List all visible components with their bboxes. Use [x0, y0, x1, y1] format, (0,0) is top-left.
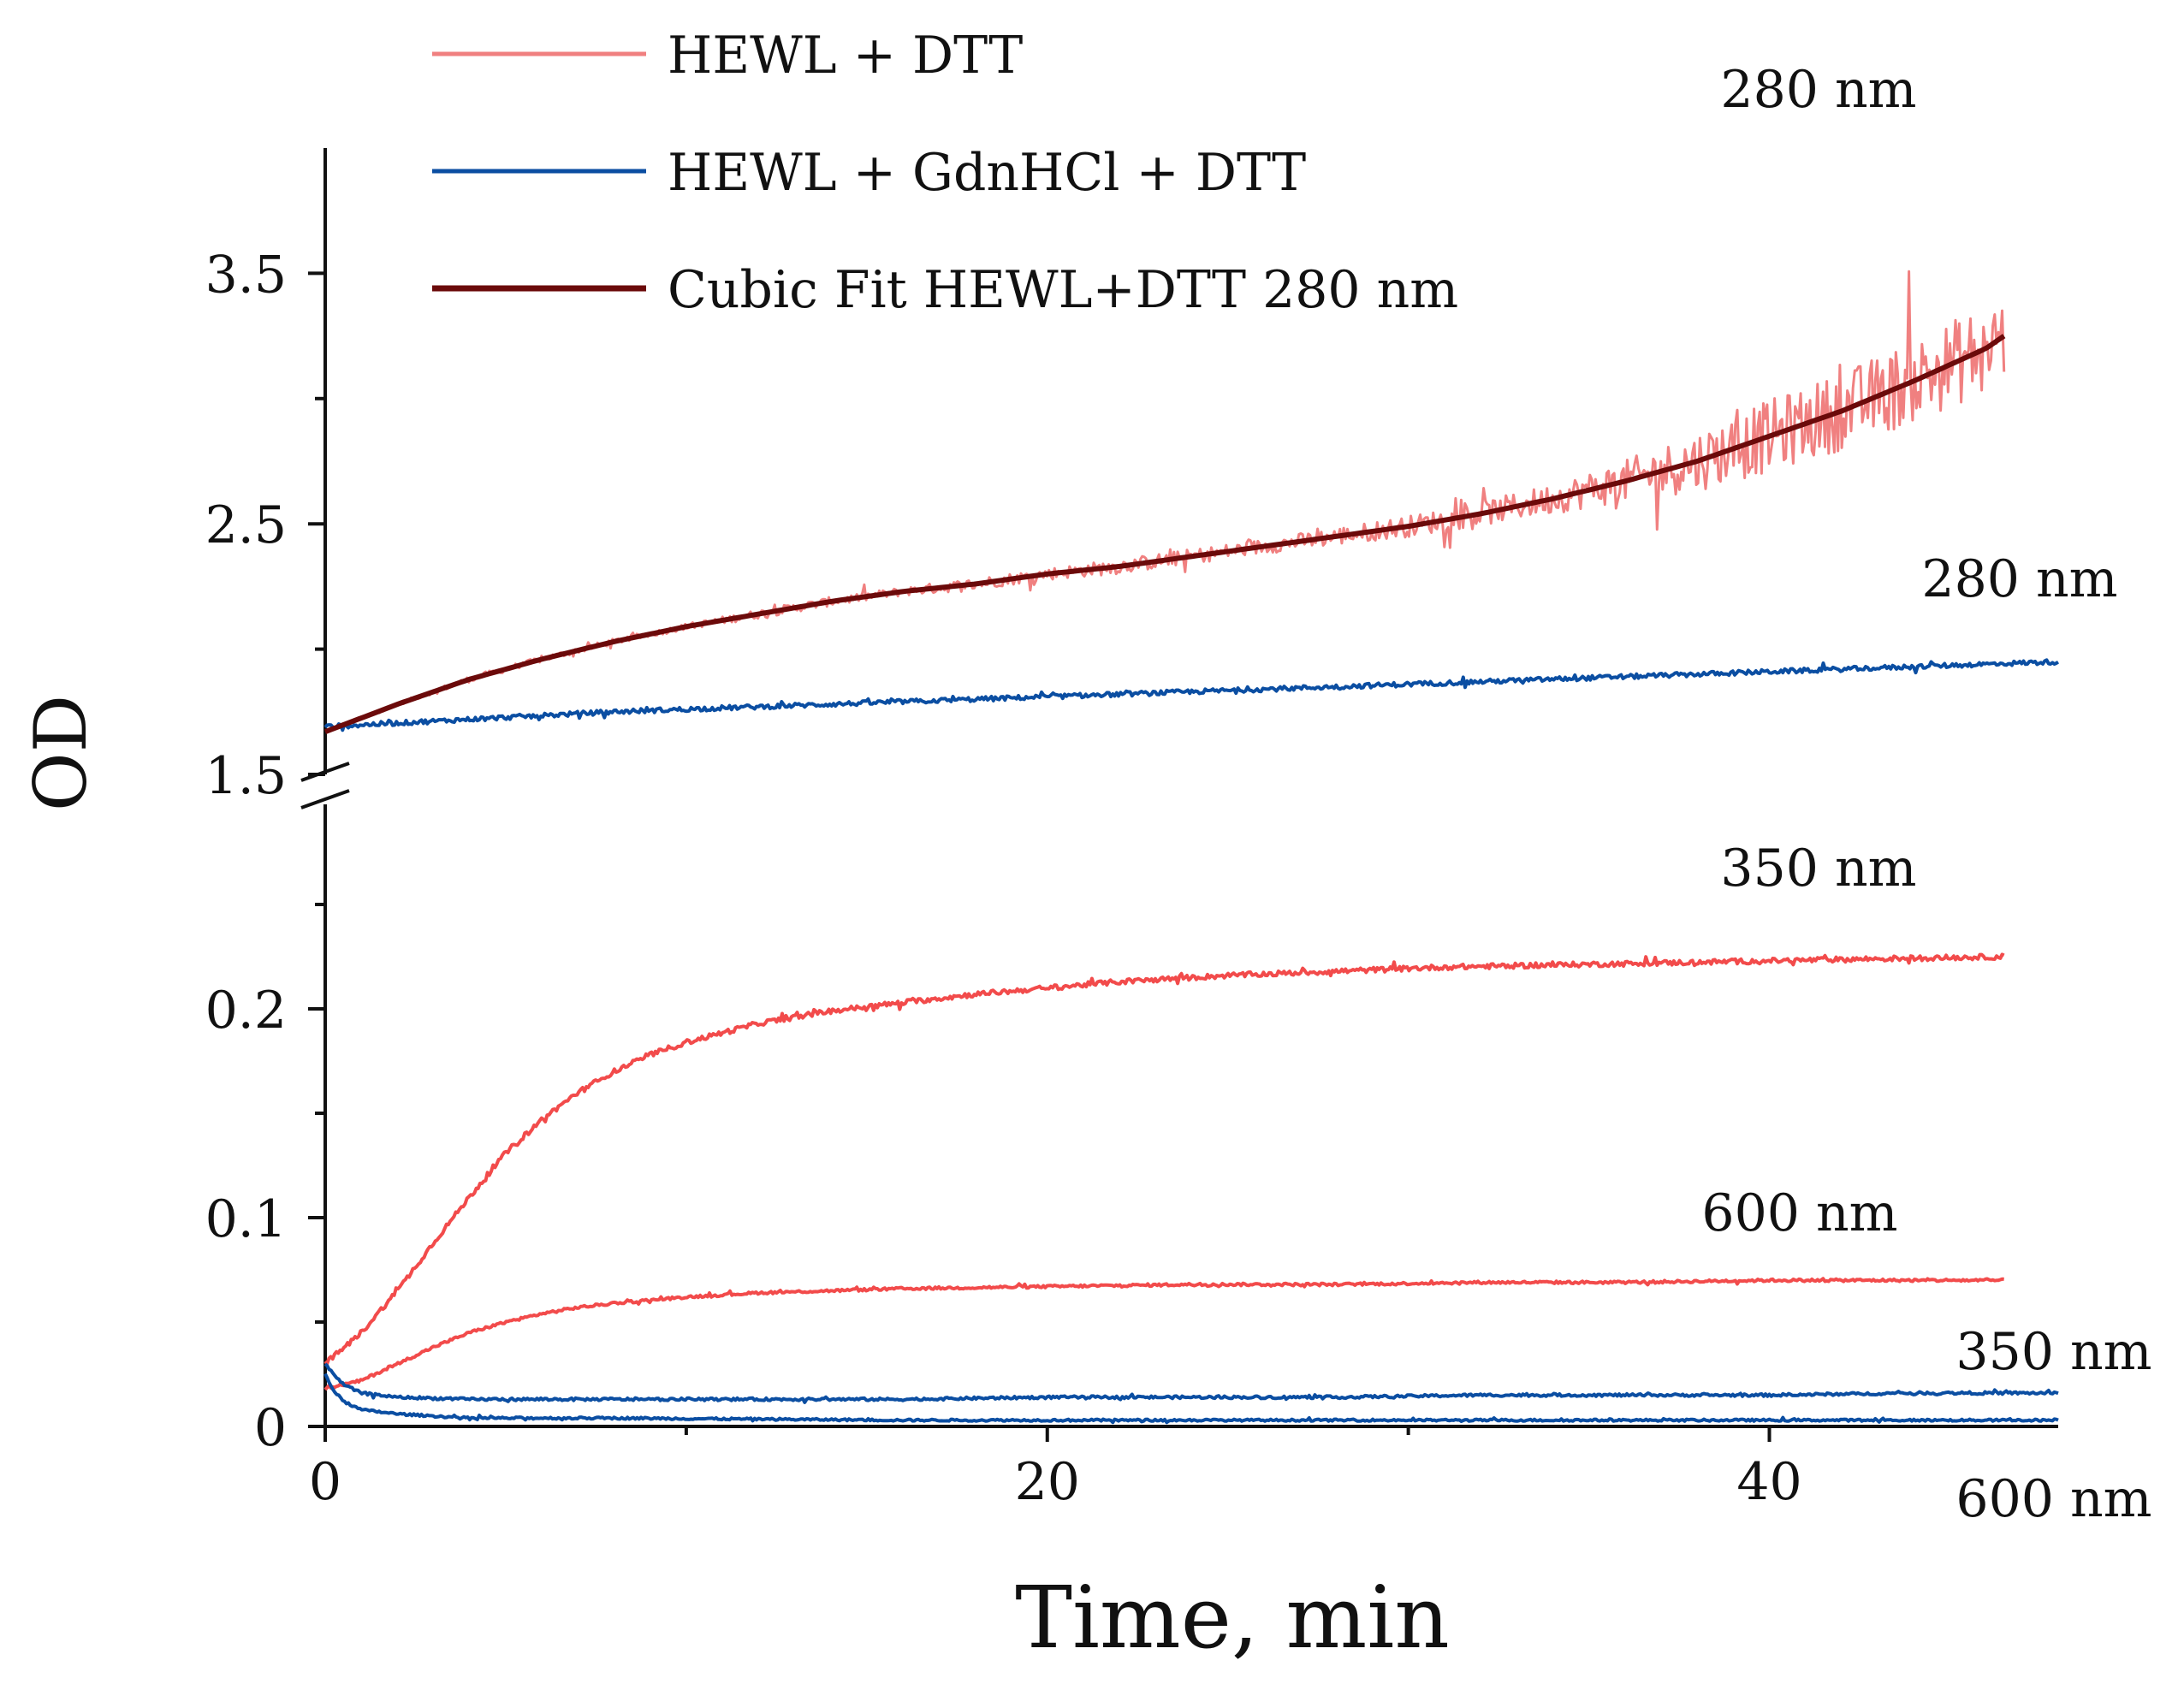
legend-label-cubic-fit: Cubic Fit HEWL+DTT 280 nm	[668, 260, 1458, 320]
annotations: 280 nm 280 nm 350 nm 600 nm 350 nm 600 n…	[1701, 60, 2151, 1529]
y-tick-label-lower: 0	[254, 1398, 287, 1458]
annotation-600nm-hewl-gdnhcl: 600 nm	[1956, 1469, 2151, 1529]
x-tick-label: 0	[309, 1452, 341, 1512]
annotation-280nm-hewl-dtt: 280 nm	[1720, 60, 1916, 120]
y-tick-label-lower: 0.2	[205, 981, 287, 1041]
series-hewl-gdnhcl-dtt-350-nm	[323, 1362, 2059, 1404]
annotation-280nm-hewl-gdnhcl: 280 nm	[1921, 549, 2117, 609]
y-tick-label-upper: 2.5	[205, 495, 287, 555]
series-hewl-dtt-280-nm	[324, 270, 2006, 733]
y-tick-label-lower: 0.1	[205, 1189, 287, 1249]
annotation-350nm-hewl-gdnhcl: 350 nm	[1956, 1322, 2151, 1382]
annotation-600nm-hewl-dtt: 600 nm	[1701, 1183, 1897, 1243]
series-hewl-gdnhcl-dtt-280-nm	[323, 658, 2060, 732]
legend: HEWL + DTT HEWL + GdnHCl + DTT Cubic Fit…	[432, 26, 1458, 320]
axes: 0 20 40 1.5 2.5 3.5 0 0.1 0.2	[205, 148, 2058, 1512]
y-axis-title: OD	[19, 695, 103, 811]
legend-label-hewl-gdnhcl-dtt: HEWL + GdnHCl + DTT	[668, 143, 1306, 203]
annotation-350nm-hewl-dtt: 350 nm	[1720, 839, 1916, 898]
series-layer	[323, 270, 2060, 1425]
axis-break-mark-top	[300, 762, 350, 782]
x-tick-label: 40	[1736, 1452, 1801, 1512]
y-tick-label-upper: 1.5	[205, 746, 287, 806]
x-tick-label: 20	[1015, 1452, 1080, 1512]
x-axis-title: Time, min	[1015, 1568, 1449, 1668]
axis-break-mark-bottom	[300, 789, 350, 809]
y-tick-label-upper: 3.5	[205, 245, 287, 305]
series-hewl-dtt-600-nm	[323, 1277, 2004, 1391]
series-hewl-dtt-350-nm	[323, 952, 2005, 1366]
legend-label-hewl-dtt: HEWL + DTT	[668, 26, 1023, 86]
series-cubic-fit-hewl-dtt-280-nm	[323, 334, 2006, 735]
series-hewl-gdnhcl-dtt-600-nm	[323, 1373, 2059, 1425]
